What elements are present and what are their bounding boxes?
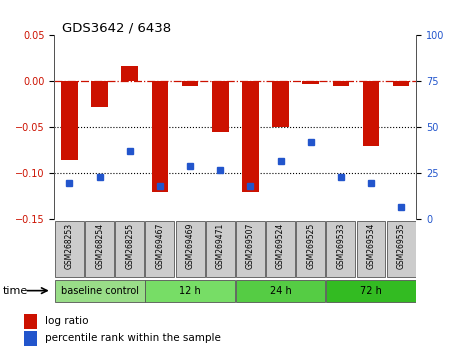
- Bar: [182, 81, 198, 86]
- Text: GSM268254: GSM268254: [95, 222, 104, 269]
- Text: GSM268255: GSM268255: [125, 222, 134, 269]
- Text: GSM269534: GSM269534: [367, 222, 376, 269]
- Bar: [61, 81, 78, 160]
- Text: GSM269471: GSM269471: [216, 222, 225, 269]
- Text: GSM269467: GSM269467: [156, 222, 165, 269]
- Bar: [357, 221, 385, 277]
- Bar: [24, 331, 37, 346]
- Bar: [206, 221, 235, 277]
- Text: GSM269535: GSM269535: [397, 222, 406, 269]
- Bar: [326, 221, 355, 277]
- Bar: [387, 221, 416, 277]
- Text: log ratio: log ratio: [45, 316, 88, 326]
- Text: GSM268253: GSM268253: [65, 222, 74, 269]
- Text: 12 h: 12 h: [179, 286, 201, 296]
- Text: GSM269533: GSM269533: [336, 222, 345, 269]
- Text: baseline control: baseline control: [61, 286, 139, 296]
- Bar: [55, 221, 84, 277]
- Text: time: time: [2, 286, 27, 296]
- Bar: [302, 81, 319, 84]
- Bar: [122, 66, 138, 81]
- Text: GDS3642 / 6438: GDS3642 / 6438: [61, 21, 171, 34]
- Bar: [145, 280, 235, 302]
- Bar: [146, 221, 175, 277]
- Bar: [333, 81, 349, 86]
- Bar: [91, 81, 108, 107]
- Bar: [85, 221, 114, 277]
- Bar: [393, 81, 410, 86]
- Text: GSM269507: GSM269507: [246, 222, 255, 269]
- Bar: [115, 221, 144, 277]
- Text: GSM269524: GSM269524: [276, 222, 285, 269]
- Text: percentile rank within the sample: percentile rank within the sample: [45, 333, 221, 343]
- Bar: [272, 81, 289, 127]
- Bar: [242, 81, 259, 192]
- Text: 72 h: 72 h: [360, 286, 382, 296]
- Text: GSM269525: GSM269525: [306, 222, 315, 269]
- Text: 24 h: 24 h: [270, 286, 291, 296]
- Bar: [363, 81, 379, 146]
- Bar: [296, 221, 325, 277]
- Bar: [175, 221, 204, 277]
- Bar: [55, 280, 145, 302]
- Bar: [212, 81, 228, 132]
- Bar: [266, 221, 295, 277]
- Text: GSM269469: GSM269469: [185, 222, 194, 269]
- Bar: [236, 280, 325, 302]
- Bar: [152, 81, 168, 192]
- Bar: [24, 314, 37, 329]
- Bar: [236, 221, 265, 277]
- Bar: [326, 280, 416, 302]
